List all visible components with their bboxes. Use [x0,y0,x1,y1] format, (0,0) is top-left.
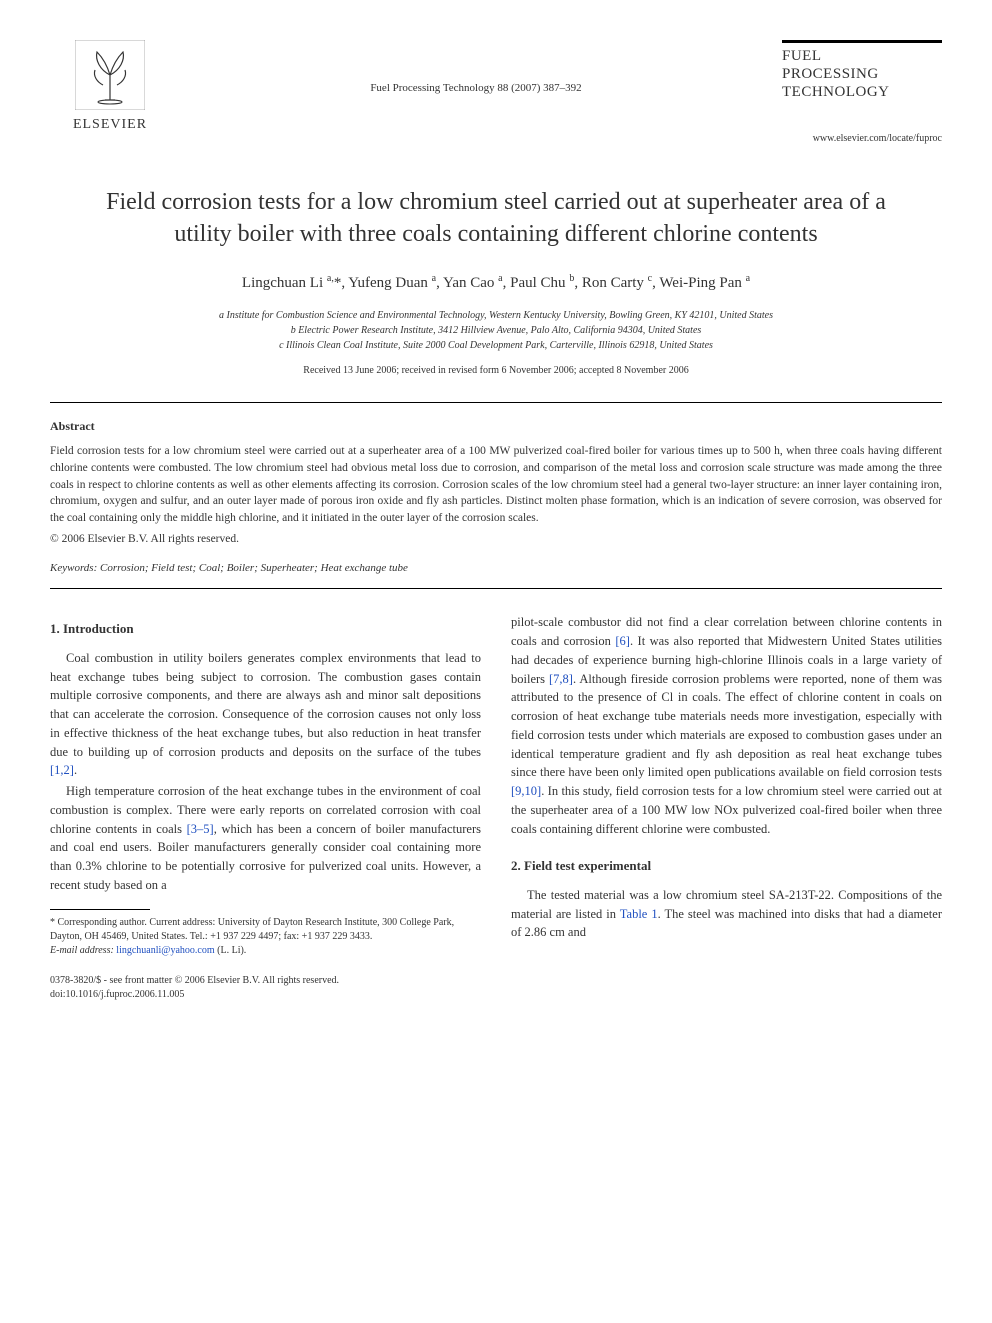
affiliation-a: a Institute for Combustion Science and E… [50,308,942,323]
citation-7-8[interactable]: [7,8] [549,672,573,686]
page-header: ELSEVIER Fuel Processing Technology 88 (… [50,40,942,146]
intro-paragraph-3: pilot-scale combustor did not find a cle… [511,613,942,838]
publisher-name: ELSEVIER [73,114,147,135]
rule-above-abstract [50,402,942,403]
email-link[interactable]: lingchuanli@yahoo.com [116,945,214,956]
footnote-email-line: E-mail address: lingchuanli@yahoo.com (L… [50,944,481,958]
footnote-corr: * Corresponding author. Current address:… [50,916,481,944]
left-column: 1. Introduction Coal combustion in utili… [50,613,481,1001]
abstract-copyright: © 2006 Elsevier B.V. All rights reserved… [50,531,942,548]
citation-9-10[interactable]: [9,10] [511,784,541,798]
abstract-body: Field corrosion tests for a low chromium… [50,443,942,526]
citation-1-2[interactable]: [1,2] [50,763,74,777]
right-column: pilot-scale combustor did not find a cle… [511,613,942,1001]
journal-title-box: FUEL PROCESSING TECHNOLOGY [782,40,942,101]
footer-block: 0378-3820/$ - see front matter © 2006 El… [50,974,481,1002]
abstract-heading: Abstract [50,417,942,435]
body-columns: 1. Introduction Coal combustion in utili… [50,613,942,1001]
rule-below-keywords [50,588,942,589]
affiliation-c: c Illinois Clean Coal Institute, Suite 2… [50,338,942,353]
publisher-block: ELSEVIER [50,40,170,135]
article-dates: Received 13 June 2006; received in revis… [50,363,942,378]
footnote-rule [50,909,150,910]
intro-paragraph-1: Coal combustion in utility boilers gener… [50,649,481,780]
intro-paragraph-2: High temperature corrosion of the heat e… [50,782,481,895]
keywords-line: Keywords: Corrosion; Field test; Coal; B… [50,560,942,577]
journal-reference: Fuel Processing Technology 88 (2007) 387… [170,40,782,97]
affiliations: a Institute for Combustion Science and E… [50,308,942,353]
footer-issn: 0378-3820/$ - see front matter © 2006 El… [50,974,481,988]
section-2-paragraph-1: The tested material was a low chromium s… [511,886,942,942]
journal-url: www.elsevier.com/locate/fuproc [782,131,942,146]
table-1-ref[interactable]: Table 1 [620,907,658,921]
elsevier-tree-icon [75,40,145,110]
article-title: Field corrosion tests for a low chromium… [90,186,902,251]
citation-3-5[interactable]: [3–5] [187,822,214,836]
corresponding-author-footnote: * Corresponding author. Current address:… [50,916,481,958]
footer-doi: doi:10.1016/j.fuproc.2006.11.005 [50,988,481,1002]
citation-6[interactable]: [6] [615,634,630,648]
affiliation-b: b Electric Power Research Institute, 341… [50,323,942,338]
authors-line: Lingchuan Li a,*, Yufeng Duan a, Yan Cao… [50,271,942,295]
section-1-heading: 1. Introduction [50,619,481,639]
journal-block: FUEL PROCESSING TECHNOLOGY www.elsevier.… [782,40,942,146]
section-2-heading: 2. Field test experimental [511,856,942,876]
